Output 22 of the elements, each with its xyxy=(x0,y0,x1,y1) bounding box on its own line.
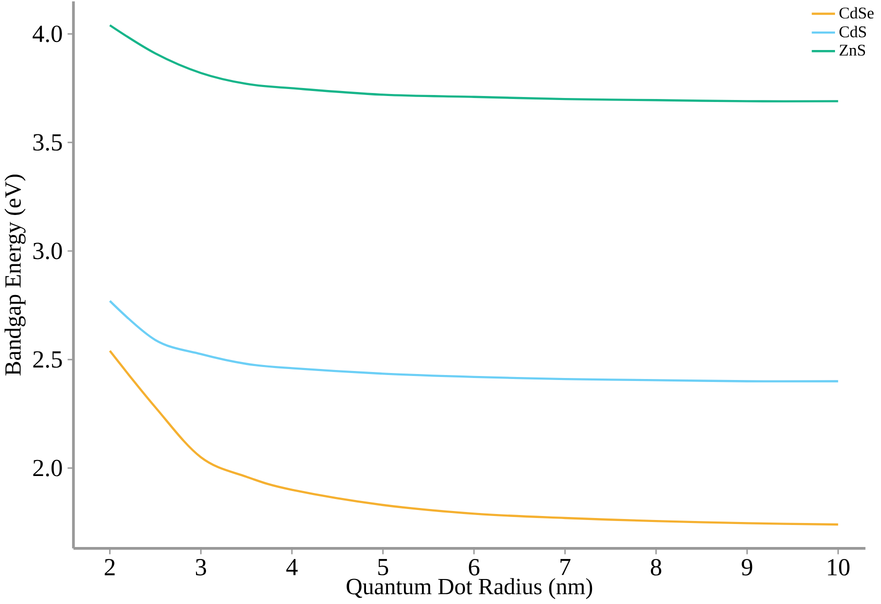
x-tick-label: 4 xyxy=(286,559,298,576)
y-tick-label: 3.5 xyxy=(33,134,62,151)
x-tick-label: 9 xyxy=(742,559,752,576)
line-series xyxy=(108,24,840,103)
line-series xyxy=(108,300,840,383)
y-axis-title: Bandgap Energy (eV) xyxy=(4,174,26,376)
legend-label: CdS xyxy=(839,26,866,38)
y-tick-label: 2.5 xyxy=(33,351,62,368)
y-tick-label: 2.0 xyxy=(33,460,62,477)
y-tick-label: 3.0 xyxy=(33,242,62,260)
x-tick-label: 8 xyxy=(650,559,662,576)
x-tick-label: 7 xyxy=(560,559,570,576)
x-tick-label: 6 xyxy=(468,559,480,576)
x-tick-label: 5 xyxy=(378,559,388,576)
legend-label: ZnS xyxy=(840,44,866,56)
legend-label: CdSe xyxy=(839,7,874,19)
x-tick-label: 10 xyxy=(828,559,850,576)
x-tick-label: 2 xyxy=(104,559,115,576)
x-tick-label: 3 xyxy=(196,559,206,576)
x-axis-title: Quantum Dot Radius (nm) xyxy=(346,578,592,600)
y-tick-label: 4.0 xyxy=(32,26,62,42)
line-series xyxy=(108,350,840,526)
